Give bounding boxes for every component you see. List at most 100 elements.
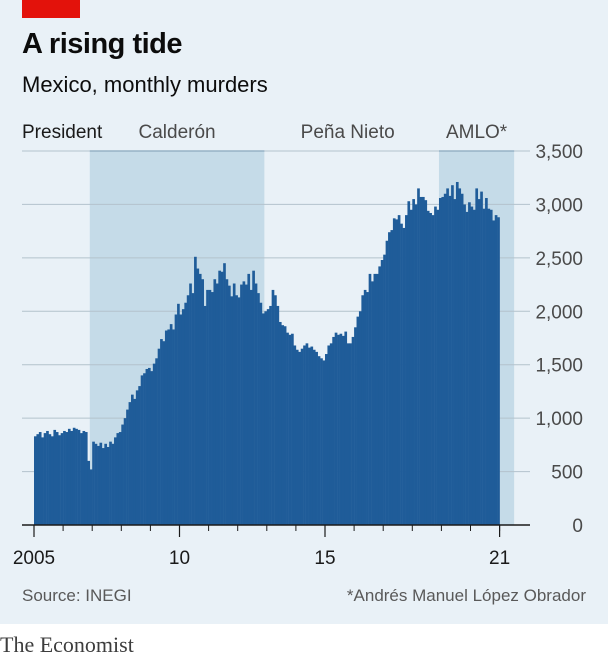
data-bar — [92, 441, 95, 525]
data-bar — [38, 432, 42, 525]
data-bar — [385, 240, 389, 525]
president-axis-label: President — [22, 122, 103, 143]
data-bar — [356, 316, 360, 525]
data-bar — [72, 427, 76, 525]
data-bar — [460, 193, 464, 525]
data-bar — [417, 188, 420, 525]
data-bar — [305, 343, 309, 525]
data-bar — [89, 469, 93, 525]
data-bar — [438, 198, 442, 525]
y-tick-label: 2,500 — [535, 249, 583, 270]
data-bar — [242, 281, 246, 525]
x-tick-label: 10 — [169, 548, 190, 569]
data-bar — [429, 212, 432, 525]
data-bar — [43, 433, 47, 525]
data-bar — [155, 358, 158, 525]
data-bar — [281, 325, 285, 525]
data-bar — [34, 436, 37, 525]
data-bar — [283, 326, 287, 525]
data-bar — [371, 281, 374, 525]
data-bar — [203, 305, 207, 525]
data-bar — [82, 430, 86, 525]
data-bar — [67, 428, 71, 525]
data-bar — [451, 185, 454, 525]
data-bar — [482, 208, 486, 525]
data-bar — [232, 283, 236, 525]
data-bar — [77, 429, 81, 525]
data-bar — [286, 332, 289, 525]
y-tick-label: 3,500 — [535, 142, 583, 163]
data-bar — [53, 429, 57, 525]
data-bar — [424, 200, 428, 525]
data-bar — [123, 418, 127, 525]
data-bar — [288, 334, 292, 525]
data-bar — [334, 332, 338, 525]
data-bar — [497, 217, 500, 525]
data-bar — [489, 209, 493, 525]
data-bar — [48, 434, 52, 525]
data-bar — [291, 333, 294, 525]
data-bar — [274, 295, 277, 525]
data-bar — [230, 296, 234, 525]
data-bar — [186, 295, 190, 525]
data-bar — [388, 232, 391, 525]
chart-plot: Calderón Peña Nieto AMLO* President 0 500 1,00… — [13, 122, 583, 569]
y-tick-label: 1,500 — [535, 356, 583, 377]
data-bar — [475, 188, 479, 525]
data-bar — [157, 348, 161, 525]
data-bar — [201, 279, 204, 525]
data-bar — [412, 199, 415, 525]
data-bar — [271, 289, 275, 525]
data-bar — [320, 358, 323, 525]
data-bar — [361, 295, 365, 525]
data-bar — [237, 297, 241, 525]
data-bar — [169, 324, 173, 525]
data-bar — [128, 402, 132, 525]
data-bar — [138, 386, 141, 525]
data-bar — [206, 289, 209, 525]
data-bar — [84, 432, 88, 525]
data-bar — [468, 202, 471, 525]
data-bar — [208, 289, 212, 525]
data-bar — [179, 314, 183, 525]
data-bar — [303, 345, 306, 525]
data-bar — [407, 201, 411, 526]
data-bar — [65, 432, 69, 525]
chart-title: A rising tide — [22, 28, 183, 60]
data-bar — [196, 268, 200, 525]
data-bar — [191, 293, 195, 525]
data-bar — [58, 435, 61, 525]
data-bar — [104, 443, 107, 525]
data-bar — [46, 430, 49, 525]
data-bar — [383, 254, 386, 525]
data-bar — [441, 196, 445, 525]
data-bar — [261, 313, 265, 525]
data-bar — [177, 303, 180, 525]
data-bar — [94, 443, 98, 525]
data-bar — [434, 206, 437, 525]
data-bar — [225, 279, 229, 525]
data-bar — [172, 329, 175, 525]
data-bar — [223, 263, 226, 525]
data-bar — [111, 443, 115, 525]
data-bar — [252, 270, 255, 525]
data-bar — [131, 394, 134, 525]
data-bar — [349, 343, 352, 525]
data-bar — [322, 360, 326, 525]
data-bar — [220, 271, 224, 525]
data-bar — [368, 273, 372, 525]
data-bar — [244, 284, 248, 525]
y-tick-label: 1,000 — [535, 409, 583, 430]
data-bar — [167, 329, 171, 525]
data-bar — [419, 196, 423, 525]
data-bar — [341, 335, 345, 525]
data-bar — [150, 371, 154, 525]
data-bar — [339, 333, 343, 525]
presidency-label: Peña Nieto — [301, 122, 395, 143]
data-bar — [327, 345, 331, 525]
data-bar — [181, 309, 185, 525]
data-bar — [140, 375, 144, 525]
data-bar — [276, 305, 280, 525]
data-bar — [492, 220, 495, 525]
data-bar — [453, 199, 457, 525]
